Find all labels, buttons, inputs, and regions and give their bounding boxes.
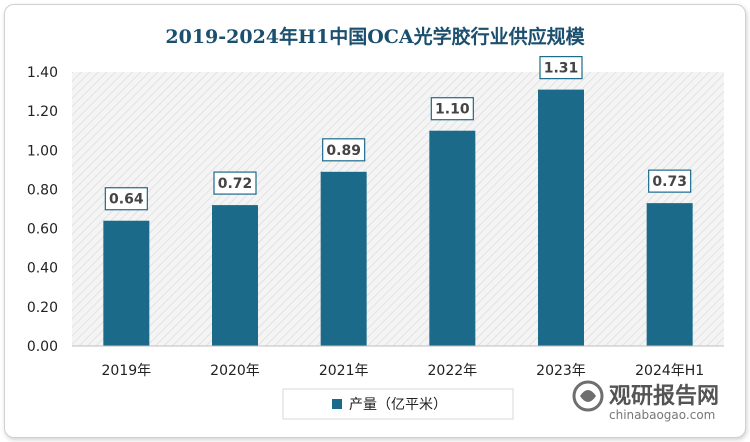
y-tick-label: 0.20 <box>27 300 58 316</box>
legend: 产量（亿平米） <box>282 388 514 420</box>
data-label: 1.31 <box>544 61 579 77</box>
x-tick-label: 2023年 <box>536 363 586 379</box>
data-labels: 0.64 0.72 0.89 1.10 1.31 0.73 <box>104 56 692 211</box>
data-label-box <box>430 97 474 121</box>
y-tick-label: 1.00 <box>27 143 58 159</box>
bar-series <box>103 89 693 346</box>
data-label-box <box>322 138 366 162</box>
y-tick-label: 0.40 <box>27 261 58 277</box>
plot-area <box>72 72 724 346</box>
data-label-box <box>648 169 692 193</box>
data-label: 0.64 <box>109 192 144 208</box>
y-tick-label: 1.40 <box>27 65 58 81</box>
watermark-url: chinabaogao.com <box>609 408 715 422</box>
data-label-box <box>539 56 583 80</box>
watermark-logo-icon <box>572 380 604 412</box>
legend-swatch <box>332 399 342 409</box>
data-label: 0.73 <box>652 174 687 190</box>
data-label: 0.89 <box>326 143 361 159</box>
y-tick-label: 0.00 <box>27 339 58 355</box>
x-tick-label: 2019年 <box>102 363 152 379</box>
legend-label: 产量（亿平米） <box>349 397 447 413</box>
watermark-name: 观研报告网 <box>609 384 719 409</box>
watermark: 观研报告网 chinabaogao.com <box>572 380 719 422</box>
data-label-box <box>104 187 148 211</box>
data-label: 0.72 <box>218 176 253 192</box>
legend-box <box>282 388 514 420</box>
y-axis: 0.00 0.20 0.40 0.60 0.80 1.00 1.20 1.40 <box>27 65 58 355</box>
chart-title: 2019-2024年H1中国OCA光学胶行业供应规模 <box>165 25 585 48</box>
y-tick-label: 0.60 <box>27 222 58 238</box>
x-axis: 2019年 2020年 2021年 2022年 2023年 2024年H1 <box>102 363 705 379</box>
data-label: 1.10 <box>435 102 470 118</box>
x-tick-label: 2024年H1 <box>635 363 704 379</box>
data-label-box <box>213 171 257 195</box>
x-tick-label: 2021年 <box>319 363 369 379</box>
bar <box>646 203 693 346</box>
bar <box>429 130 476 346</box>
bar <box>212 205 258 346</box>
y-tick-label: 0.80 <box>27 182 58 198</box>
x-tick-label: 2022年 <box>428 363 478 379</box>
bar <box>320 171 367 346</box>
bar <box>538 89 584 346</box>
y-tick-label: 1.20 <box>27 104 58 120</box>
bar <box>103 220 150 346</box>
x-tick-label: 2020年 <box>210 363 260 379</box>
